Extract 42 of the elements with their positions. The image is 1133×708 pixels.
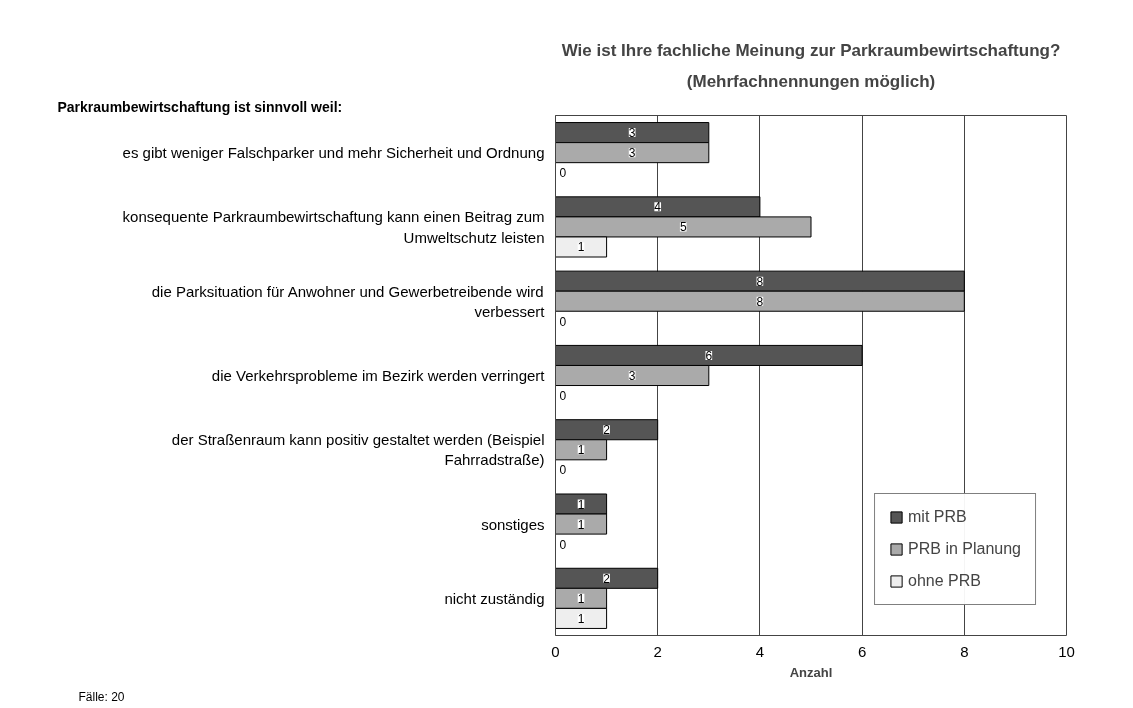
y-tick-label: die Verkehrsprobleme im Bezirk werden verringert: [211, 367, 546, 384]
data-label: 0: [559, 314, 567, 329]
data-label: 0: [559, 537, 567, 552]
y-tick-label: es gibt weniger Falschparker und mehr Sicherheit und Ordnung: [122, 144, 545, 162]
data-label: 1: [577, 443, 585, 458]
x-tick-label: 10: [1058, 642, 1075, 660]
text: Parkraumbewirtschaftung ist sinnvoll weil:: [57, 98, 343, 115]
data-label: 4: [654, 200, 662, 215]
data-label: 0: [559, 166, 567, 181]
data-label: 3: [628, 369, 636, 383]
chart-subtitle: (Mehrfachnennungen möglich): [686, 71, 936, 91]
data-label: 1: [577, 497, 585, 512]
y-tick-label: konsequente Parkraumbewirtschaftung kann einen Beitrag zum Umweltschutz leisten: [122, 208, 545, 246]
x-tick-label: 0: [551, 642, 560, 660]
data-label: 1: [577, 591, 585, 606]
data-label: 6: [705, 348, 713, 363]
x-tick-label: 8: [960, 642, 969, 660]
y-tick-label: nicht zuständig: [444, 589, 545, 607]
data-label: 2: [603, 571, 611, 586]
data-label: 2: [603, 423, 611, 438]
legend-label: mit PRB: [908, 508, 967, 526]
y-tick-label: der Straßenraum kann positiv gestaltet werden (Beispiel Fahrradstraße): [171, 431, 545, 469]
data-label: 8: [756, 294, 764, 309]
x-axis-title: Anzahl: [789, 664, 833, 680]
data-label: 1: [577, 517, 585, 532]
x-tick-label: 2: [653, 642, 662, 660]
data-label: 0: [559, 389, 567, 404]
legend-label: ohne PRB: [908, 572, 981, 590]
data-label: 5: [679, 220, 687, 235]
data-label: 1: [577, 240, 585, 255]
chart-title: Wie ist Ihre fachliche Meinung zur Parkraumbewirtschaftung?: [561, 40, 1061, 60]
x-tick-label: 4: [755, 642, 765, 660]
text: Fälle: 20: [78, 689, 125, 704]
data-label: 8: [756, 274, 764, 289]
x-tick-label: 6: [857, 642, 867, 660]
y-tick-label: die Parksituation für Anwohner und Gewerbetreibende wird verbessert: [151, 282, 546, 320]
data-label: 3: [628, 126, 636, 141]
legend-label: PRB in Planung: [908, 540, 1021, 558]
data-label: 3: [628, 146, 636, 161]
y-tick-label: sonstiges: [481, 515, 545, 533]
data-label: 0: [559, 463, 567, 478]
data-label: 1: [577, 611, 585, 626]
